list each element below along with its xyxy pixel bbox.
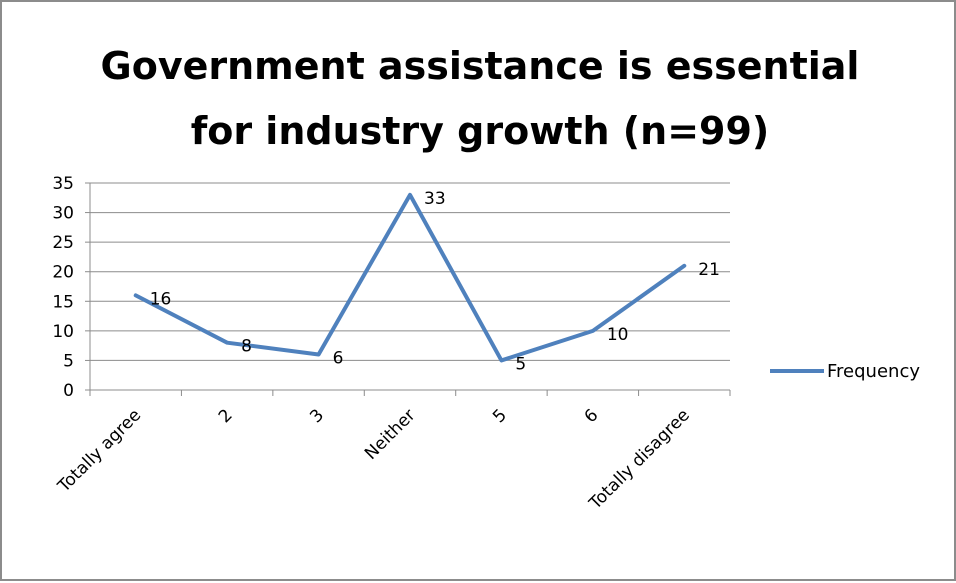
data-label: 21 xyxy=(698,260,720,280)
legend-label: Frequency xyxy=(827,361,920,382)
series-lines xyxy=(133,192,687,363)
x-tick-label: 2 xyxy=(215,405,237,427)
y-tick-label: 0 xyxy=(63,381,74,401)
x-tick-label: Neither xyxy=(361,405,420,464)
x-tick-label: Totally disagree xyxy=(585,405,694,514)
x-tick-label: 6 xyxy=(581,405,603,427)
data-label: 16 xyxy=(150,289,172,309)
x-tick-label: 3 xyxy=(306,405,328,427)
y-tick-label: 30 xyxy=(52,204,74,224)
y-axis-ticks: 0 5 10 15 20 25 30 35 xyxy=(52,174,74,401)
y-tick-label: 15 xyxy=(52,292,74,312)
y-tick-label: 20 xyxy=(52,263,74,283)
x-tick-label: 5 xyxy=(489,405,511,427)
data-labels: 16 8 6 33 5 10 21 xyxy=(150,189,720,375)
series-line-frequency xyxy=(133,192,687,363)
y-tick-label: 5 xyxy=(63,351,74,371)
data-label: 33 xyxy=(424,189,446,209)
legend: Frequency xyxy=(770,361,920,382)
x-tick-label: Totally agree xyxy=(54,405,146,497)
chart-title: Government assistance is essential for i… xyxy=(101,44,860,153)
axes xyxy=(85,182,731,396)
data-label: 6 xyxy=(333,349,344,369)
data-label: 8 xyxy=(241,337,252,357)
chart-title-line-1: Government assistance is essential xyxy=(101,44,860,88)
gridlines xyxy=(90,182,730,361)
chart-title-line-2: for industry growth (n=99) xyxy=(191,109,770,153)
y-tick-label: 35 xyxy=(52,174,74,194)
y-tick-label: 25 xyxy=(52,233,74,253)
data-label: 5 xyxy=(515,354,526,374)
y-tick-label: 10 xyxy=(52,322,74,342)
data-label: 10 xyxy=(607,325,629,345)
